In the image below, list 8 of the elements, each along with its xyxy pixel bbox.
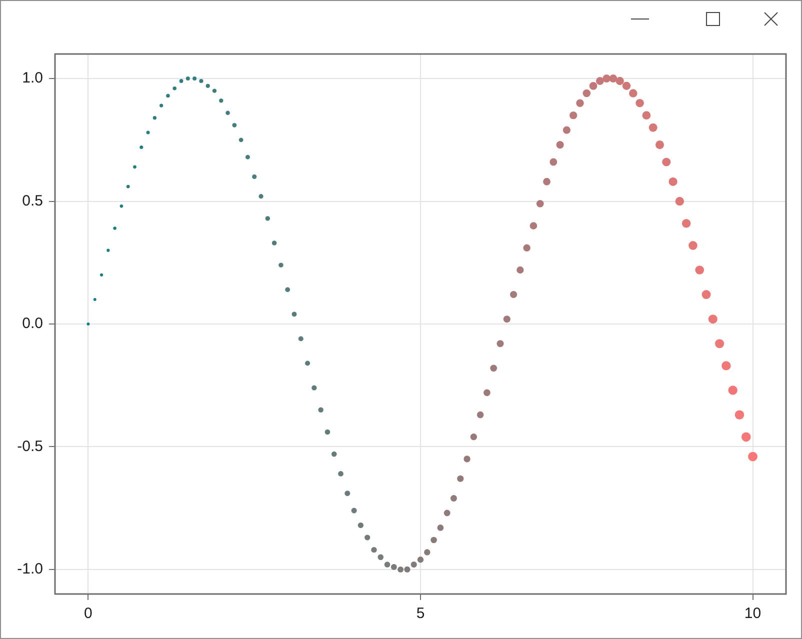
y-tick-label: 0.0	[22, 315, 43, 332]
y-tick-label: 1.0	[22, 70, 43, 87]
x-tick-label: 10	[744, 605, 762, 622]
y-tick-label: -1.0	[17, 560, 43, 578]
y-tick-label: 0.5	[22, 192, 43, 210]
x-tick-label: 0	[84, 605, 92, 622]
x-tick-label: 5	[416, 605, 425, 622]
y-tick-label: -0.5	[17, 438, 43, 455]
